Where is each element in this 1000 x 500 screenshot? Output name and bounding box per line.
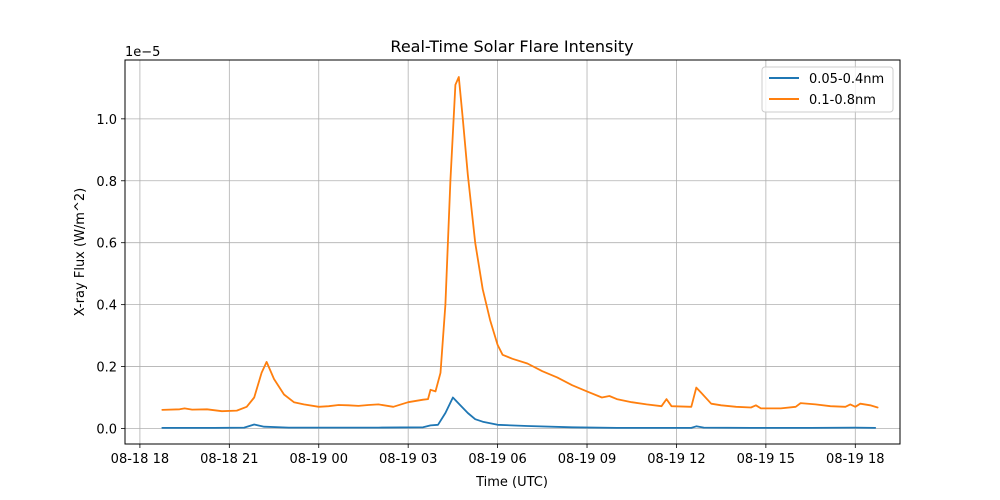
y-offset-label: 1e−5 [125,45,160,60]
y-tick-label: 0.4 [96,299,117,314]
x-tick-label: 08-19 15 [737,452,795,467]
x-tick-label: 08-19 09 [558,452,616,467]
x-tick-label: 08-19 12 [647,452,705,467]
y-tick-label: 0.6 [96,237,117,252]
x-tick-label: 08-19 18 [826,452,884,467]
x-axis-ticks: 08-18 18 08-18 21 08-19 00 08-19 03 08-19 06… [111,444,885,467]
legend-label-1: 0.1-0.8nm [809,93,876,108]
chart-title: Real-Time Solar Flare Intensity [390,37,633,56]
legend-label-0: 0.05-0.4nm [809,72,884,87]
y-tick-label: 0.8 [96,175,117,190]
y-tick-label: 0.2 [96,361,117,376]
y-tick-label: 0.0 [96,423,117,438]
x-tick-label: 08-19 06 [468,452,526,467]
y-axis-ticks: 0.0 0.2 0.4 0.6 0.8 1.0 [96,113,125,438]
series-lines [161,76,879,429]
x-tick-label: 08-19 00 [290,452,348,467]
series-line-0 [161,396,877,429]
x-tick-label: 08-19 03 [379,452,437,467]
plot-frame [124,59,901,445]
x-tick-label: 08-18 21 [200,452,258,467]
series-line-1 [161,76,879,413]
y-tick-label: 1.0 [96,113,117,128]
y-axis-label: X-ray Flux (W/m^2) [73,188,88,316]
x-axis-label: Time (UTC) [475,475,548,490]
legend: 0.05-0.4nm 0.1-0.8nm [761,66,894,113]
x-tick-label: 08-18 18 [111,452,169,467]
